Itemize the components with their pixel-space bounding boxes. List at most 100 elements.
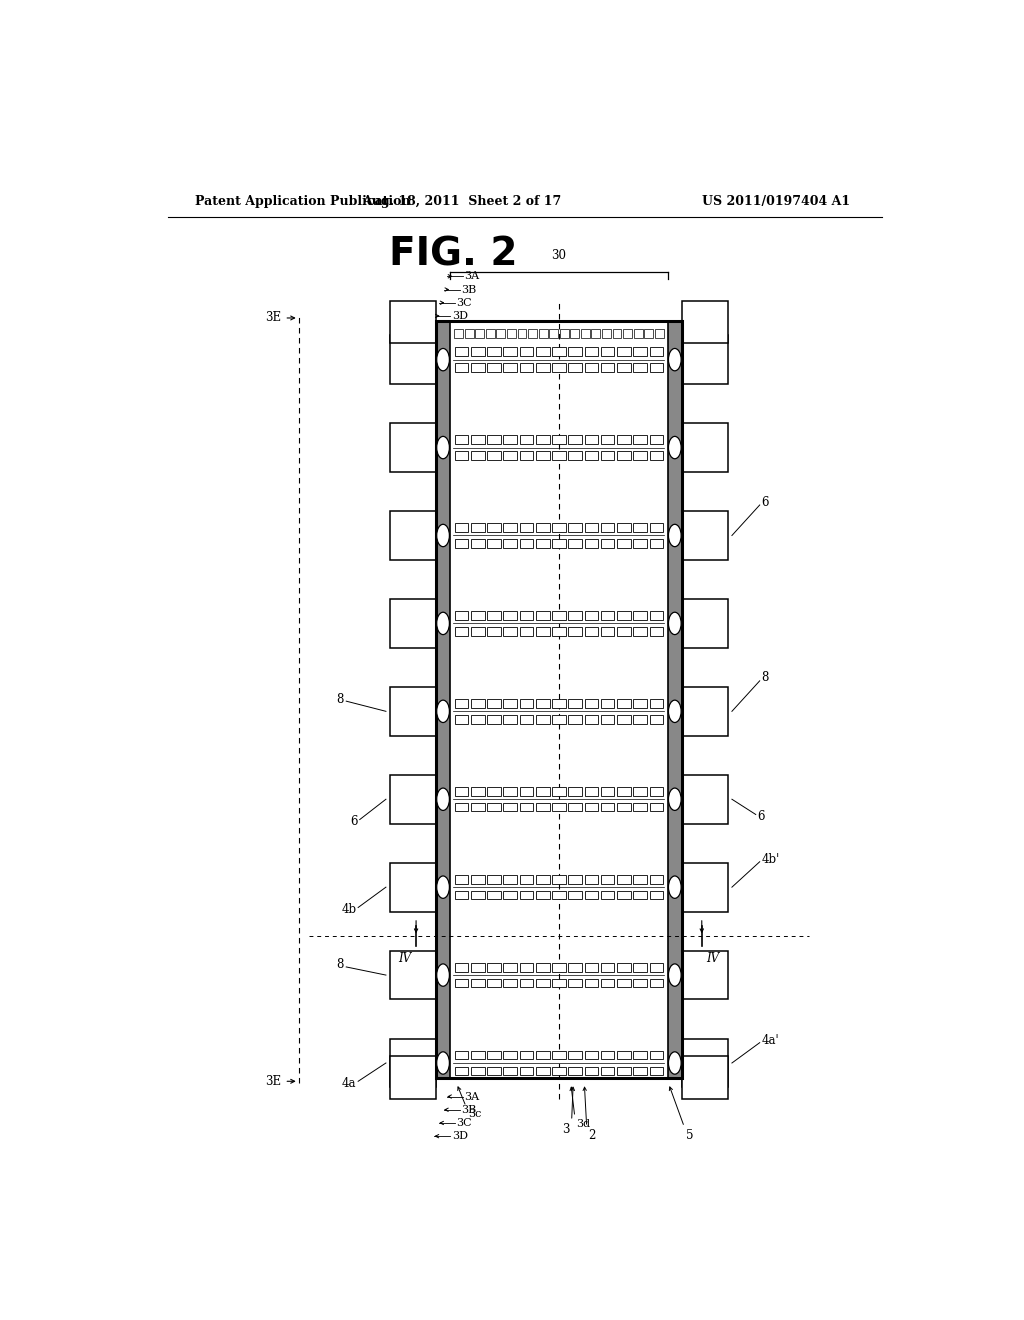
Bar xyxy=(471,891,484,899)
Bar xyxy=(552,715,565,723)
Bar xyxy=(519,962,534,972)
Bar xyxy=(682,863,728,912)
Bar xyxy=(487,627,501,636)
Bar xyxy=(528,329,537,338)
Bar xyxy=(455,363,468,372)
Bar xyxy=(617,539,631,548)
Bar xyxy=(617,363,631,372)
Bar xyxy=(617,978,631,987)
Bar xyxy=(649,803,664,812)
Bar xyxy=(536,962,550,972)
Bar xyxy=(536,700,550,708)
Bar xyxy=(570,329,580,338)
Bar xyxy=(504,978,517,987)
Text: US 2011/0197404 A1: US 2011/0197404 A1 xyxy=(702,194,850,207)
Bar xyxy=(617,715,631,723)
Bar xyxy=(617,347,631,356)
Bar xyxy=(568,451,582,459)
Bar xyxy=(617,1067,631,1076)
Bar xyxy=(436,321,451,1078)
Bar xyxy=(504,700,517,708)
Bar xyxy=(471,436,484,444)
Bar xyxy=(601,347,614,356)
Text: 6: 6 xyxy=(761,496,769,510)
Bar xyxy=(455,787,468,796)
Bar xyxy=(568,347,582,356)
Bar xyxy=(601,875,614,883)
Bar xyxy=(682,686,728,735)
Bar xyxy=(649,363,664,372)
Bar xyxy=(585,803,598,812)
Text: 8: 8 xyxy=(761,672,769,684)
Bar xyxy=(568,363,582,372)
Bar xyxy=(568,962,582,972)
Bar xyxy=(536,627,550,636)
Ellipse shape xyxy=(436,524,450,546)
Bar xyxy=(471,347,484,356)
Bar xyxy=(585,627,598,636)
Bar xyxy=(519,611,534,620)
Bar xyxy=(649,627,664,636)
Bar xyxy=(633,803,647,812)
Bar xyxy=(682,775,728,824)
Bar xyxy=(539,329,548,338)
Bar xyxy=(552,523,565,532)
Bar xyxy=(601,1067,614,1076)
Bar xyxy=(552,363,565,372)
Bar xyxy=(487,1067,501,1076)
Bar xyxy=(568,978,582,987)
Bar xyxy=(654,329,664,338)
Bar xyxy=(601,803,614,812)
Bar xyxy=(536,436,550,444)
Bar xyxy=(633,1051,647,1060)
Bar xyxy=(487,451,501,459)
Bar xyxy=(633,700,647,708)
Bar xyxy=(471,523,484,532)
Bar xyxy=(519,1051,534,1060)
Text: 3A: 3A xyxy=(465,1092,479,1101)
Bar xyxy=(602,329,611,338)
Bar xyxy=(536,1051,550,1060)
Bar xyxy=(471,978,484,987)
Bar xyxy=(536,347,550,356)
Bar xyxy=(633,891,647,899)
Bar xyxy=(649,436,664,444)
Bar xyxy=(585,363,598,372)
Ellipse shape xyxy=(669,700,681,722)
Bar xyxy=(471,962,484,972)
Bar xyxy=(601,891,614,899)
Bar xyxy=(519,1067,534,1076)
Bar xyxy=(519,891,534,899)
Bar xyxy=(455,715,468,723)
Bar xyxy=(568,611,582,620)
Bar xyxy=(617,962,631,972)
Bar xyxy=(487,363,501,372)
Bar xyxy=(504,347,517,356)
Bar xyxy=(581,329,590,338)
Bar xyxy=(455,803,468,812)
Bar xyxy=(552,627,565,636)
Text: FIG. 2: FIG. 2 xyxy=(389,236,517,275)
Bar xyxy=(633,787,647,796)
Bar xyxy=(633,1067,647,1076)
Bar xyxy=(519,436,534,444)
Bar xyxy=(455,1067,468,1076)
Ellipse shape xyxy=(669,437,681,459)
Bar xyxy=(504,803,517,812)
Text: 3B: 3B xyxy=(462,285,476,294)
Bar xyxy=(585,436,598,444)
Bar xyxy=(585,539,598,548)
Bar xyxy=(682,950,728,999)
Bar xyxy=(568,523,582,532)
Bar xyxy=(633,347,647,356)
Ellipse shape xyxy=(669,524,681,546)
Bar xyxy=(649,787,664,796)
Bar xyxy=(390,950,436,999)
Bar xyxy=(519,451,534,459)
Bar xyxy=(585,451,598,459)
Bar xyxy=(487,891,501,899)
Bar xyxy=(390,1039,436,1088)
Ellipse shape xyxy=(436,437,450,459)
Text: 5: 5 xyxy=(686,1129,693,1142)
Text: 2: 2 xyxy=(588,1129,596,1142)
